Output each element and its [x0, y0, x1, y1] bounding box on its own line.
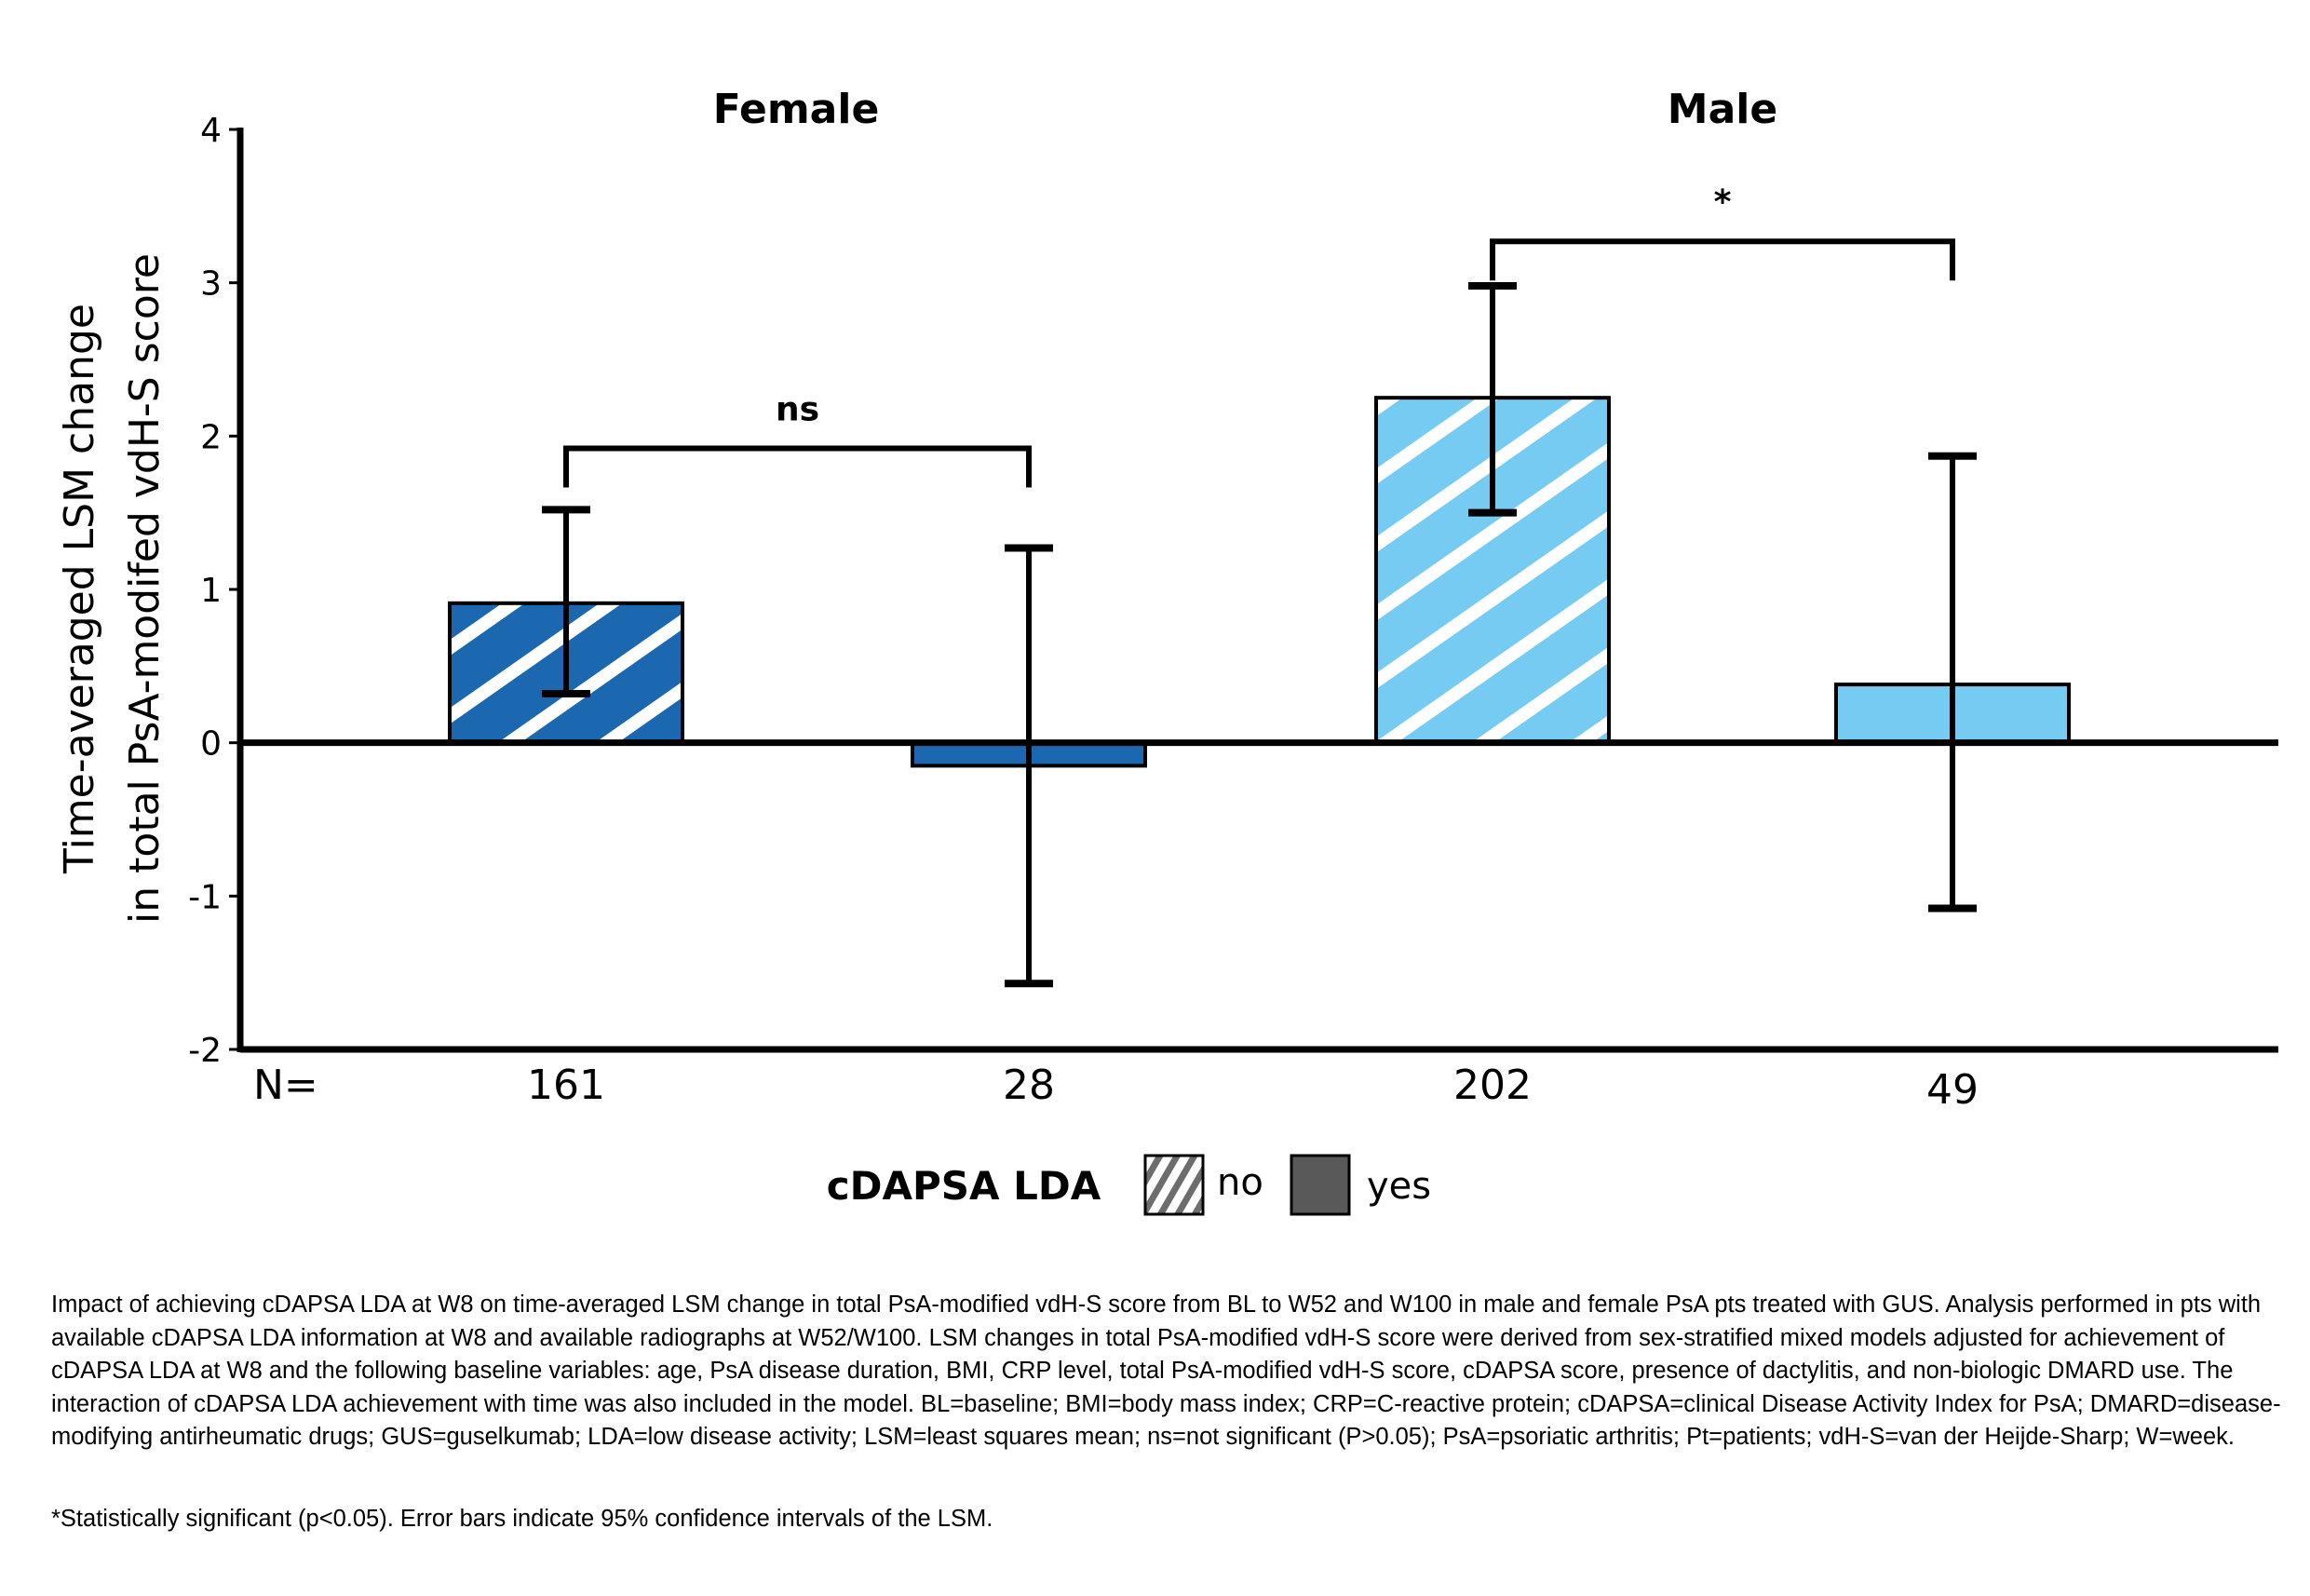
y-axis-label-line2: in total PsA-modifed vdH-S score [121, 253, 169, 924]
y-tick-label: 2 [200, 418, 222, 456]
y-tick-label: 3 [200, 265, 222, 304]
y-axis-label: Time-averaged LSM change in total PsA-mo… [56, 253, 169, 924]
significance-label-male: * [1714, 183, 1732, 222]
legend: cDAPSA LDA no yes [827, 1154, 1431, 1216]
legend-label-no: no [1217, 1161, 1263, 1204]
figure-footnote: *Statistically significant (p<0.05). Err… [51, 1506, 993, 1532]
legend-title: cDAPSA LDA [827, 1163, 1101, 1209]
significance-label-female: ns [776, 391, 819, 429]
y-tick-label: 4 [200, 112, 222, 150]
y-tick-label: -2 [188, 1032, 222, 1070]
axes [236, 128, 2278, 1053]
n-value-label: 49 [1926, 1066, 1979, 1114]
n-value-label: 28 [1003, 1062, 1055, 1109]
error-bars [542, 281, 1977, 988]
n-value-label: 161 [527, 1062, 605, 1109]
n-value-label: 202 [1453, 1062, 1532, 1109]
legend-swatch-no [1143, 1154, 1205, 1216]
y-tick-label: -1 [188, 878, 222, 916]
panel-title-male: Male [1668, 86, 1777, 133]
legend-label-yes: yes [1367, 1165, 1431, 1208]
significance-bracket-female [563, 445, 1032, 488]
bar-chart: Female Male Time-averaged LSM change in … [56, 86, 2278, 1216]
panel-title-female: Female [713, 86, 880, 133]
n-labels: 161 28 202 49 [527, 1062, 1979, 1114]
n-prefix-label: N= [253, 1062, 318, 1109]
legend-swatch-yes [1290, 1154, 1351, 1216]
y-tick-label: 1 [200, 572, 222, 610]
significance-brackets: ns * [563, 183, 1955, 488]
y-axis-label-line1: Time-averaged LSM change [56, 304, 103, 874]
figure-caption: Impact of achieving cDAPSA LDA at W8 on … [51, 1292, 2281, 1450]
y-axis-ticks: 4 3 2 1 0 -1 -2 [188, 112, 240, 1070]
significance-bracket-male [1490, 238, 1955, 281]
bars [448, 396, 2071, 768]
y-tick-label: 0 [200, 725, 222, 764]
